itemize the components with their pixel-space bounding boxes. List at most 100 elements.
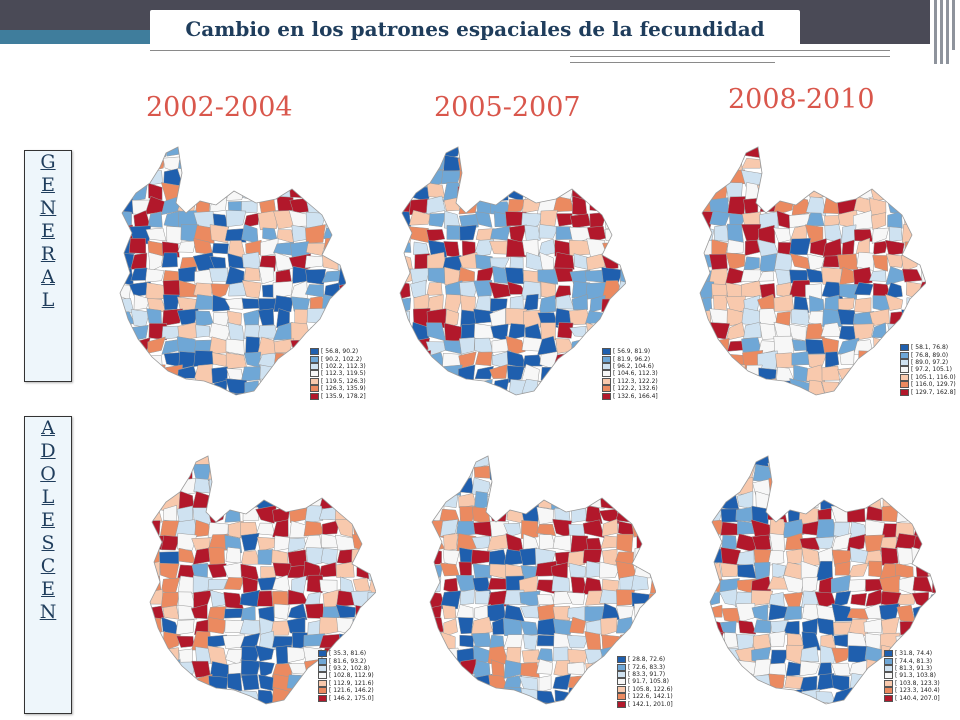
- map-region: [257, 209, 279, 231]
- map-region: [785, 688, 804, 704]
- map-region: [885, 282, 903, 299]
- map-region: [147, 211, 163, 228]
- map-region: [898, 575, 916, 596]
- map-region: [801, 480, 817, 496]
- map-region: [832, 456, 852, 470]
- map-region: [161, 252, 178, 268]
- map-region: [727, 340, 745, 352]
- map-region: [710, 691, 725, 704]
- map-region: [869, 380, 887, 395]
- map-region: [242, 703, 259, 704]
- map-region: [911, 546, 932, 564]
- map-region: [616, 589, 635, 606]
- map-region: [209, 336, 231, 355]
- map-region: [304, 284, 324, 298]
- map-region: [239, 589, 261, 608]
- map-region: [799, 700, 820, 704]
- map-region: [816, 617, 835, 637]
- map-region: [506, 365, 525, 384]
- map-region: [177, 392, 194, 395]
- map-region: [584, 310, 603, 325]
- legend-swatch: [310, 377, 319, 385]
- map-region: [304, 255, 325, 269]
- map-region: [741, 392, 763, 395]
- map-region: [163, 352, 181, 368]
- map-region: [648, 632, 656, 651]
- map-region: [441, 647, 460, 663]
- map-region: [601, 147, 624, 159]
- map-region: [853, 266, 873, 286]
- legend-entry: [ 102.8, 112.9): [318, 672, 374, 680]
- map-region: [120, 170, 135, 188]
- map-region: [337, 182, 346, 200]
- map-region: [926, 536, 936, 552]
- map-region: [411, 392, 430, 395]
- map-region: [131, 363, 151, 381]
- map-region: [430, 634, 445, 651]
- map-region: [340, 147, 346, 161]
- map-legend: [ 58.1, 76.8)[ 76.8, 89.0)[ 89.0, 97.2)[…: [900, 344, 956, 396]
- legend-swatch: [884, 650, 893, 658]
- map-region: [538, 675, 552, 693]
- map-region: [552, 605, 571, 621]
- map-region: [456, 604, 474, 619]
- map-region: [150, 675, 162, 692]
- legend-label: [ 35.3, 81.6): [329, 650, 367, 658]
- map-region: [917, 198, 926, 215]
- map-region: [272, 519, 289, 538]
- map-region: [440, 631, 456, 650]
- map-region: [413, 350, 432, 369]
- legend-label: [ 97.2, 105.1): [911, 366, 952, 374]
- legend-swatch: [900, 358, 909, 366]
- legend-label: [ 112.9, 121.6): [329, 679, 374, 687]
- map-region: [430, 646, 445, 665]
- map-region: [257, 394, 279, 395]
- map-region: [919, 310, 926, 327]
- map-region: [536, 634, 556, 647]
- map-region: [240, 659, 261, 676]
- map-region: [768, 456, 788, 467]
- map-region: [537, 269, 559, 285]
- map-region: [162, 396, 179, 403]
- legend-swatch: [884, 657, 893, 665]
- legend-swatch: [900, 366, 909, 374]
- map-outline: [429, 455, 656, 705]
- map-region: [600, 617, 618, 637]
- map-region: [880, 547, 899, 566]
- map-region: [745, 379, 762, 395]
- legend-swatch: [884, 679, 893, 687]
- map-region: [802, 456, 820, 468]
- map-region: [120, 147, 132, 159]
- map-region: [926, 518, 936, 539]
- map-region: [440, 456, 457, 469]
- map-region: [870, 368, 891, 385]
- map-region: [490, 323, 509, 342]
- legend-entry: [ 105.8, 122.6): [617, 685, 673, 693]
- map-region: [120, 393, 134, 395]
- map-region: [847, 562, 869, 578]
- row-label-letter: A: [41, 417, 55, 439]
- map-region: [757, 147, 778, 159]
- map-region: [322, 147, 342, 158]
- legend-label: [ 105.8, 122.6): [628, 685, 673, 693]
- map-region: [523, 309, 541, 328]
- map-region: [897, 477, 915, 493]
- row-label-letter: N: [39, 197, 57, 219]
- legend-swatch: [318, 672, 327, 680]
- map-region: [148, 252, 164, 272]
- choropleth-map-general-2005-2007: [399, 146, 626, 396]
- map-region: [884, 239, 905, 256]
- map-region: [647, 593, 656, 606]
- map-region: [814, 456, 837, 466]
- map-region: [551, 463, 574, 482]
- map-region: [618, 321, 626, 342]
- map-region: [180, 147, 196, 157]
- map-region: [177, 532, 198, 551]
- map-region: [902, 268, 923, 283]
- map-region: [906, 297, 922, 310]
- map-region: [617, 520, 634, 538]
- map-region: [770, 620, 789, 635]
- map-region: [207, 616, 228, 635]
- map-region: [459, 224, 477, 241]
- map-region: [887, 210, 903, 229]
